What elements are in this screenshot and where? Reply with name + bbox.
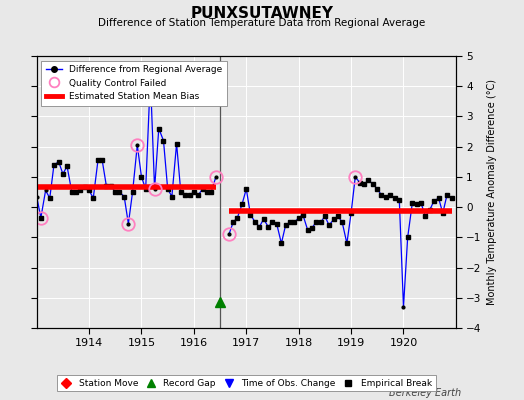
- Text: Difference of Station Temperature Data from Regional Average: Difference of Station Temperature Data f…: [99, 18, 425, 28]
- Legend: Station Move, Record Gap, Time of Obs. Change, Empirical Break: Station Move, Record Gap, Time of Obs. C…: [57, 375, 435, 392]
- Y-axis label: Monthly Temperature Anomaly Difference (°C): Monthly Temperature Anomaly Difference (…: [487, 79, 497, 305]
- Text: Berkeley Earth: Berkeley Earth: [389, 388, 461, 398]
- Text: PUNXSUTAWNEY: PUNXSUTAWNEY: [191, 6, 333, 21]
- Legend: Difference from Regional Average, Quality Control Failed, Estimated Station Mean: Difference from Regional Average, Qualit…: [41, 60, 227, 106]
